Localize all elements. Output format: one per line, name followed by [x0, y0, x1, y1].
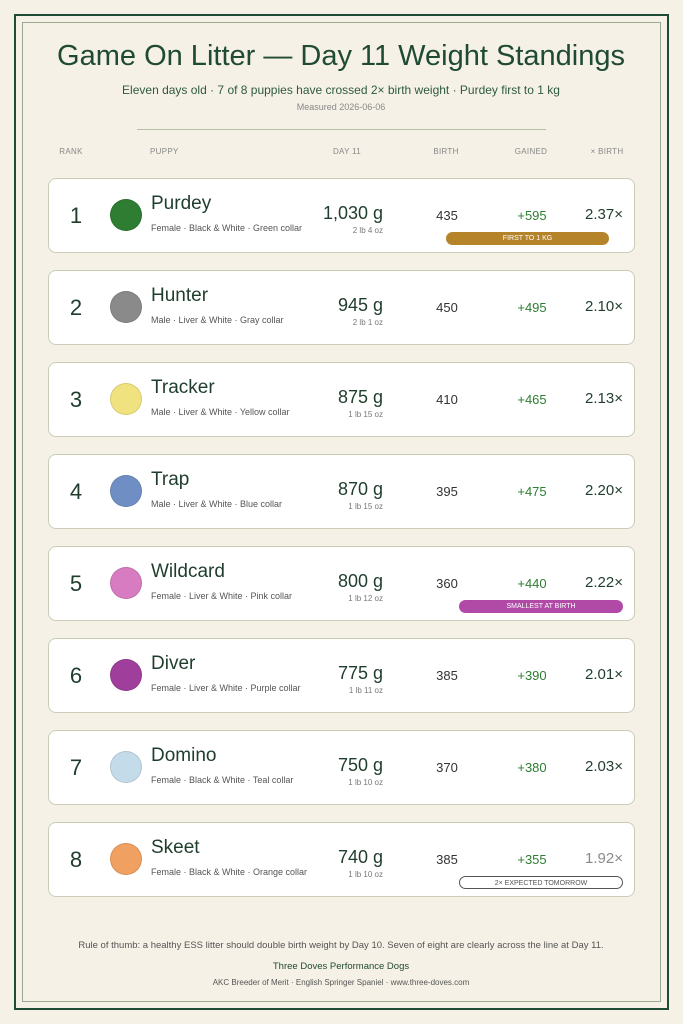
- column-header: × BIRTH: [590, 147, 624, 156]
- weight-imperial: 1 lb 15 oz: [348, 410, 383, 419]
- row-card: 6 Diver Female · Liver & White · Purple co…: [48, 638, 635, 713]
- puppy-details: Female · Black & White · Green collar: [151, 223, 303, 233]
- rank: 4: [69, 479, 83, 504]
- badge: 2× EXPECTED TOMORROW: [459, 876, 623, 889]
- collar-dot: [110, 383, 142, 415]
- row-card: 8 Skeet Female · Black & White · Orange co…: [48, 822, 635, 897]
- multiple: 2.37×: [585, 206, 623, 223]
- column-header: RANK: [59, 147, 83, 156]
- gained: +465: [517, 392, 547, 407]
- gained: +390: [517, 668, 547, 683]
- rank: 1: [69, 203, 83, 228]
- puppy-name: Tracker: [151, 377, 215, 398]
- kennel-info: AKC Breeder of Merit · English Springer …: [212, 978, 470, 987]
- birth-weight: 360: [436, 576, 458, 591]
- rank: 2: [69, 295, 83, 320]
- collar-dot: [110, 199, 142, 231]
- title: Game On Litter — Day 11 Weight Standings: [57, 40, 625, 72]
- gained: +595: [517, 208, 547, 223]
- row-card: 3 Tracker Male · Liver & White · Yellow co…: [48, 362, 635, 437]
- puppy-name: Domino: [151, 745, 217, 766]
- column-header: PUPPY: [150, 147, 179, 156]
- rank: 6: [69, 663, 83, 688]
- collar-dot: [110, 475, 142, 507]
- weight: 800 g: [337, 571, 383, 591]
- puppy-name: Purdey: [151, 193, 212, 214]
- column-header: BIRTH: [433, 147, 459, 156]
- birth-weight: 385: [436, 852, 458, 867]
- birth-weight: 385: [436, 668, 458, 683]
- gained: +355: [517, 852, 547, 867]
- puppy-details: Male · Liver & White · Blue collar: [151, 499, 283, 509]
- badge: FIRST TO 1 KG: [446, 232, 609, 245]
- row-card: 5 Wildcard Female · Liver & White · Pink c…: [48, 546, 635, 621]
- collar-dot: [110, 659, 142, 691]
- weight: 945 g: [337, 295, 383, 315]
- kennel: Three Doves Performance Dogs: [272, 961, 410, 972]
- multiple: 2.22×: [585, 574, 623, 591]
- weight: 750 g: [337, 755, 383, 775]
- subtitle: Eleven days old · 7 of 8 puppies have cr…: [122, 83, 560, 97]
- footer-note: Rule of thumb: a healthy ESS litter shou…: [78, 940, 604, 951]
- weight-imperial: 1 lb 10 oz: [348, 870, 383, 879]
- rank: 5: [69, 571, 83, 596]
- puppy-name: Hunter: [151, 285, 209, 306]
- weight-imperial: 1 lb 11 oz: [348, 686, 383, 695]
- weight: 740 g: [337, 847, 383, 867]
- weight: 1,030 g: [322, 203, 383, 223]
- birth-weight: 395: [436, 484, 458, 499]
- weight: 875 g: [337, 387, 383, 407]
- gained: +380: [517, 760, 547, 775]
- multiple: 2.03×: [585, 758, 623, 775]
- row-card: 2 Hunter Male · Liver & White · Gray colla…: [48, 270, 635, 345]
- birth-weight: 435: [436, 208, 458, 223]
- inner-frame: [22, 22, 661, 1002]
- outer-frame: [14, 14, 669, 1010]
- date: Measured 2026-06-06: [296, 102, 386, 112]
- multiple: 2.10×: [585, 298, 623, 315]
- puppy-details: Female · Black & White · Teal collar: [151, 775, 294, 785]
- weight-imperial: 2 lb 1 oz: [352, 318, 383, 327]
- gained: +495: [517, 300, 547, 315]
- gained: +475: [517, 484, 547, 499]
- collar-dot: [110, 291, 142, 323]
- puppy-name: Diver: [151, 653, 196, 674]
- birth-weight: 450: [436, 300, 458, 315]
- birth-weight: 370: [436, 760, 458, 775]
- rank: 8: [69, 847, 83, 872]
- collar-dot: [110, 567, 142, 599]
- divider: [137, 129, 546, 130]
- rank: 3: [69, 387, 83, 412]
- multiple: 2.01×: [585, 666, 623, 683]
- puppy-name: Trap: [151, 469, 190, 490]
- puppy-details: Male · Liver & White · Gray collar: [151, 315, 284, 325]
- weight-imperial: 1 lb 15 oz: [348, 502, 383, 511]
- column-header: GAINED: [514, 147, 548, 156]
- multiple: 1.92×: [585, 850, 623, 867]
- rank: 7: [69, 755, 83, 780]
- collar-dot: [110, 751, 142, 783]
- column-header: DAY 11: [332, 147, 362, 156]
- puppy-name: Skeet: [151, 837, 200, 858]
- multiple: 2.20×: [585, 482, 623, 499]
- row-card: 1 Purdey Female · Black & White · Green co…: [48, 178, 635, 253]
- row-card: 4 Trap Male · Liver & White · Blue collar 8…: [48, 454, 635, 529]
- badge: SMALLEST AT BIRTH: [459, 600, 623, 613]
- weight-imperial: 2 lb 4 oz: [352, 226, 383, 235]
- puppy-details: Female · Liver & White · Pink collar: [151, 591, 293, 601]
- birth-weight: 410: [436, 392, 458, 407]
- multiple: 2.13×: [585, 390, 623, 407]
- weight: 775 g: [337, 663, 383, 683]
- puppy-details: Male · Liver & White · Yellow collar: [151, 407, 290, 417]
- weight: 870 g: [337, 479, 383, 499]
- puppy-details: Female · Liver & White · Purple collar: [151, 683, 301, 693]
- collar-dot: [110, 843, 142, 875]
- gained: +440: [517, 576, 547, 591]
- row-card: 7 Domino Female · Black & White · Teal col…: [48, 730, 635, 805]
- puppy-name: Wildcard: [151, 561, 225, 582]
- weight-imperial: 1 lb 12 oz: [348, 594, 383, 603]
- puppy-details: Female · Black & White · Orange collar: [151, 867, 308, 877]
- weight-imperial: 1 lb 10 oz: [348, 778, 383, 787]
